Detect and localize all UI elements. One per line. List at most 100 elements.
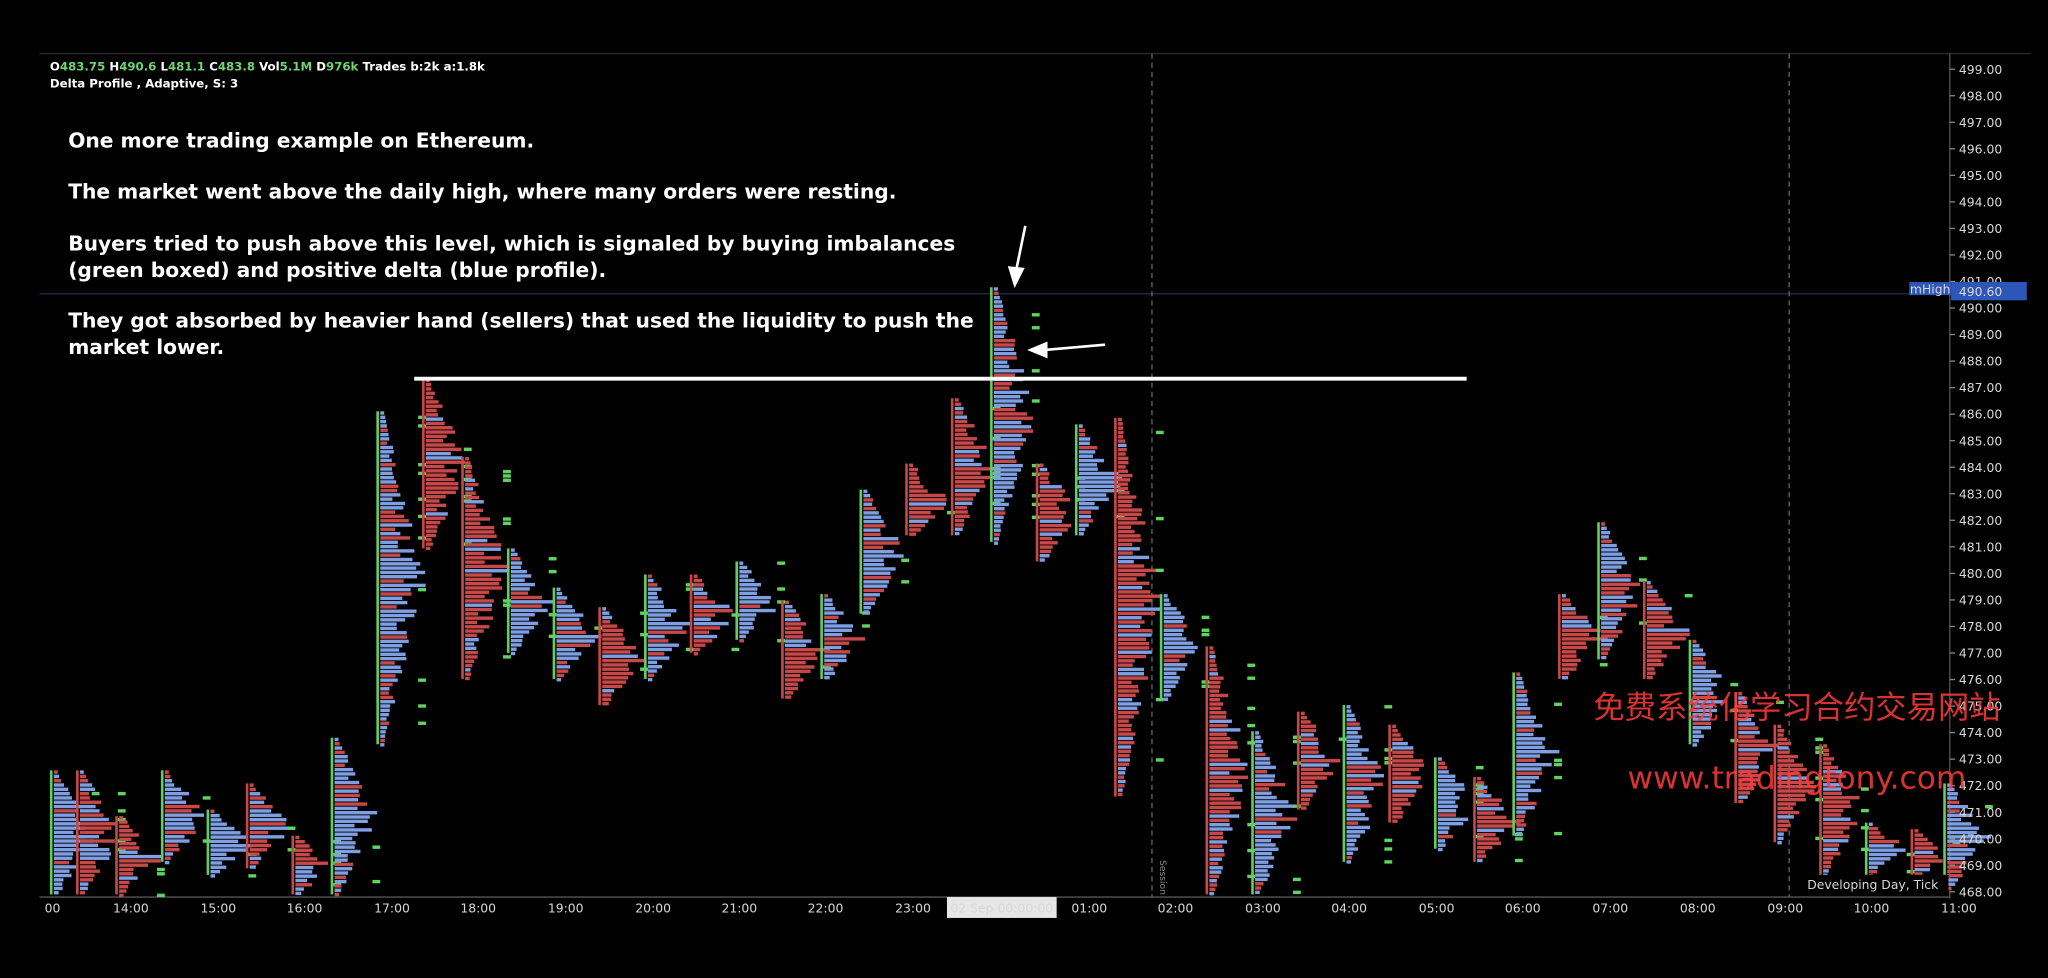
profile-bar	[1601, 526, 1607, 531]
profile-bar	[954, 467, 998, 471]
profile-bar	[1163, 688, 1171, 693]
profile-bar	[556, 604, 573, 609]
profile-bar	[380, 618, 406, 622]
profile-bar	[1738, 756, 1759, 761]
profile-bar	[824, 675, 830, 680]
profile-bar	[909, 519, 929, 523]
profile-bar	[1947, 852, 1973, 856]
profile-bar	[1777, 815, 1794, 819]
profile-bar	[1914, 854, 1939, 859]
profile-bar	[1516, 758, 1536, 763]
time-label: 09:00	[1767, 901, 1803, 916]
profile-bar	[1437, 757, 1442, 761]
profile-bar	[863, 597, 877, 601]
profile-bar	[1209, 853, 1225, 857]
profile-bar	[993, 528, 1001, 532]
profile-bar	[465, 543, 502, 547]
profile-bar	[210, 844, 253, 848]
profile-bar	[993, 472, 1017, 476]
profile-bar	[465, 663, 473, 668]
profile-bar	[334, 862, 354, 867]
profile-bar	[210, 848, 249, 852]
profile-bar	[1346, 804, 1372, 808]
profile-bar	[1209, 887, 1216, 892]
profile-bar	[1437, 765, 1448, 770]
profile-bar	[602, 624, 618, 628]
profile-bar	[954, 505, 967, 510]
profile-bar	[1300, 789, 1317, 793]
profile-bar	[380, 682, 393, 687]
footprint-profiles	[49, 287, 1993, 898]
profile-bar	[1078, 484, 1121, 489]
profile-bar	[210, 852, 227, 857]
profile-bar	[380, 424, 387, 428]
status-label: Developing Day, Tick	[1807, 877, 1939, 892]
profile-bar	[739, 608, 776, 613]
profile-bar	[993, 515, 1004, 520]
time-label: 11:00	[1941, 901, 1977, 916]
profile-bar	[954, 475, 992, 480]
profile-bar	[1601, 604, 1638, 608]
profile-bar	[334, 785, 363, 789]
profile-bar	[1392, 724, 1397, 729]
candle-body	[552, 587, 556, 679]
profile-bar	[1601, 556, 1625, 561]
profile-bar	[1738, 769, 1758, 773]
profile-bar	[425, 525, 438, 529]
imbalance-mark	[287, 848, 296, 852]
profile-bar	[1118, 620, 1145, 624]
profile-bar	[1823, 770, 1843, 774]
profile-bar	[295, 878, 308, 883]
profile-bar	[556, 630, 586, 635]
profile-bar	[1516, 737, 1546, 741]
profile-bar	[79, 791, 89, 796]
profile-bar	[602, 676, 629, 680]
profile-bar	[380, 454, 390, 458]
profile-bar	[1477, 815, 1507, 820]
profile-bar	[425, 417, 444, 421]
profile-bar	[909, 502, 947, 506]
profile-bar	[785, 600, 789, 605]
profile-bar	[1561, 611, 1577, 615]
profile-bar	[465, 530, 495, 534]
profile-bar	[1078, 532, 1084, 536]
profile-bar	[693, 608, 733, 613]
profile-bar	[1118, 460, 1129, 465]
profile-bar	[824, 607, 836, 611]
profile-bar	[1300, 754, 1325, 759]
profile-bar	[1346, 756, 1368, 761]
profile-bar	[1209, 758, 1241, 762]
candle-body	[506, 548, 510, 653]
profile-bar	[1118, 534, 1141, 538]
profile-bar	[1118, 508, 1143, 512]
profile-bar	[785, 639, 812, 643]
profile-bar	[249, 792, 261, 796]
profile-bar	[1777, 785, 1817, 789]
profile-bar	[993, 291, 999, 295]
profile-bar	[1078, 519, 1094, 523]
profile-bar	[380, 626, 397, 631]
profile-bar	[1209, 883, 1218, 887]
profile-bar	[334, 806, 358, 811]
profile-bar	[425, 400, 439, 404]
profile-bar	[1209, 874, 1220, 879]
profile-bar	[1039, 549, 1052, 554]
profile-bar	[1255, 782, 1286, 787]
profile-bar	[824, 645, 842, 650]
profile-bar	[1738, 730, 1760, 735]
imbalance-mark	[1554, 762, 1562, 767]
profile-bar	[1692, 648, 1704, 652]
profile-bar	[954, 424, 975, 428]
profile-bar	[1947, 878, 1959, 882]
profile-bar	[993, 364, 1010, 369]
profile-bar	[1561, 641, 1586, 645]
profile-bar	[425, 413, 439, 417]
price-label: 490.00	[1959, 301, 2002, 316]
profile-bar	[993, 373, 1015, 377]
profile-bar	[1516, 801, 1537, 806]
profile-bar	[1738, 704, 1748, 709]
profile-bar	[465, 642, 475, 646]
imbalance-mark	[1155, 568, 1164, 573]
profile-bar	[954, 497, 974, 501]
profile-bar	[1947, 804, 1969, 809]
